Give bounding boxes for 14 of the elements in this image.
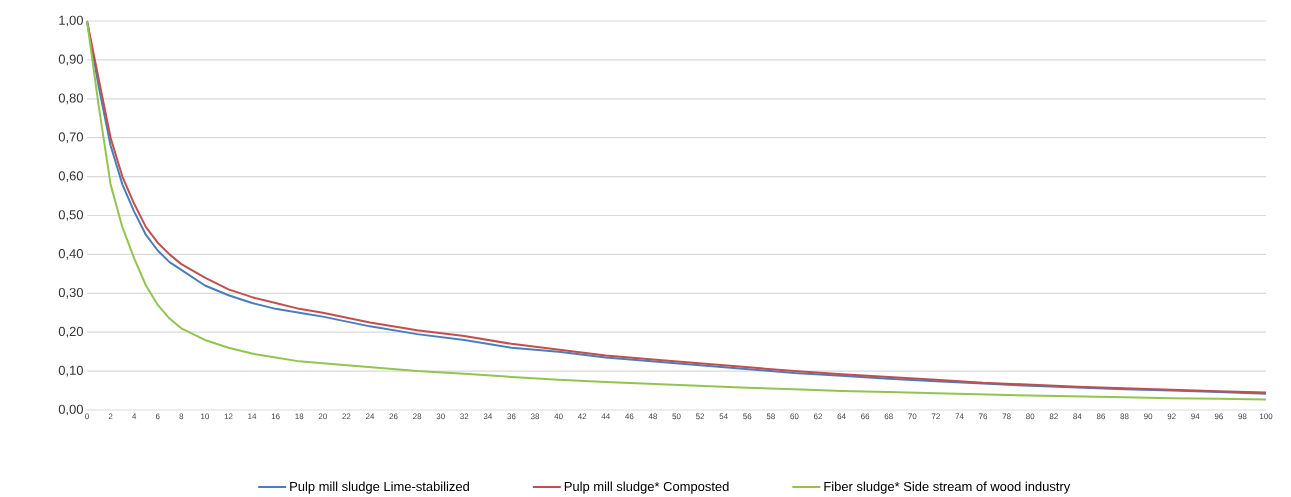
y-tick-label: 0,60 <box>58 171 83 182</box>
y-tick-label: 1,00 <box>59 15 83 27</box>
y-tick-label: 0,10 <box>58 365 83 377</box>
y-tick-label: 0,80 <box>58 93 83 105</box>
legend-label: Pulp mill sludge Lime-stabilized <box>290 481 469 494</box>
legend-label: Pulp mill sludge* Composted <box>564 481 729 494</box>
y-tick-label: 0,20 <box>58 326 83 338</box>
y-tick-label: 0,50 <box>58 210 83 221</box>
y-tick-label: 0,40 <box>58 249 83 260</box>
legend-label: Fiber sludge* Side stream of wood industry <box>824 481 1071 494</box>
y-tick-label: 0,70 <box>58 132 83 144</box>
y-tick-label: 0,30 <box>58 287 83 299</box>
y-tick-label: 0,90 <box>58 54 83 66</box>
y-tick-label: 0,00 <box>58 404 83 416</box>
